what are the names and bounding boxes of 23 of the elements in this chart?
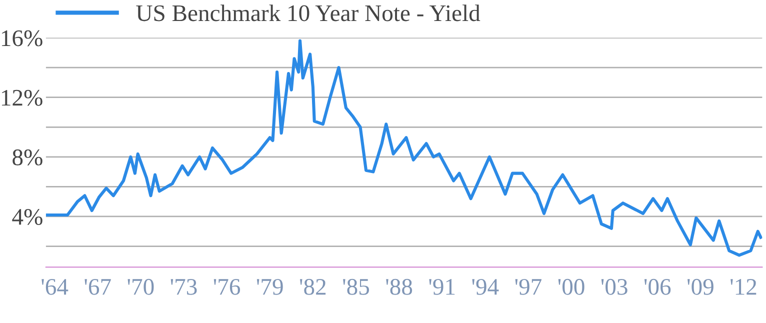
x-tick-label: '06 <box>644 278 671 295</box>
x-tick-label: '85 <box>343 278 369 295</box>
line-series <box>46 39 762 257</box>
y-tick-label: 16% <box>2 30 42 46</box>
x-tick-label: '73 <box>170 278 197 295</box>
x-tick-label: '91 <box>429 278 455 295</box>
x-tick-label: '88 <box>386 278 412 295</box>
y-tick-label: 4% <box>12 208 42 225</box>
y-tick-label: 8% <box>12 149 42 166</box>
x-tick-label: '64 <box>42 278 68 295</box>
x-tick-label: '70 <box>128 278 154 295</box>
x-tick-label: '00 <box>558 278 584 295</box>
x-tick-label: '94 <box>472 278 499 295</box>
x-tick-label: '82 <box>300 278 326 295</box>
x-tick-label: '03 <box>601 278 628 295</box>
x-tick-label: '76 <box>214 278 240 295</box>
x-tick-label: '12 <box>730 278 756 295</box>
x-tick-label: '09 <box>688 278 714 295</box>
x-tick-label: '97 <box>515 278 542 295</box>
y-tick-label: 12% <box>2 90 42 106</box>
legend-label: US Benchmark 10 Year Note - Yield <box>136 4 480 22</box>
x-tick-label: '67 <box>84 278 111 295</box>
x-tick-label: '79 <box>256 278 283 295</box>
